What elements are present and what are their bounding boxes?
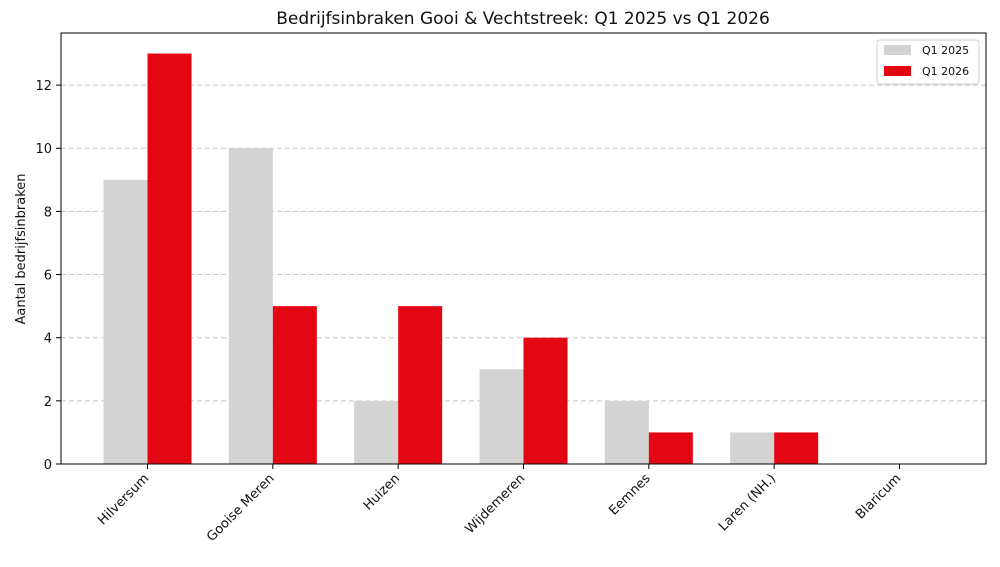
x-tick-label: Blaricum [853,471,904,522]
y-tick-label: 10 [35,142,52,157]
legend-label: Q1 2025 [922,44,969,57]
y-tick-label: 8 [44,205,52,220]
x-tick-label: Eemnes [606,471,653,518]
bar-q1-2026-4 [648,432,693,464]
x-tick-label: Hilversum [95,471,152,528]
x-tick-label: Laren (NH.) [716,471,779,534]
bar-q1-2026-2 [398,306,443,464]
y-axis-ticks: 0 2 4 6 8 10 12 [35,79,61,473]
bars [103,53,819,465]
y-tick-label: 6 [44,269,52,284]
bar-q1-2025-4 [604,400,649,464]
bar-q1-2025-2 [354,400,399,464]
y-tick-label: 4 [44,332,52,347]
bar-q1-2025-0 [103,179,148,465]
bar-q1-2025-3 [479,369,524,464]
x-tick-label: Gooise Meren [204,471,278,545]
y-axis-title: Aantal bedrijfsinbraken [14,173,29,324]
bar-q1-2026-0 [147,53,192,465]
chart-title: Bedrijfsinbraken Gooi & Vechtstreek: Q1 … [276,9,770,29]
bar-q1-2025-1 [228,148,273,464]
x-axis-ticks: Hilversum Gooise Meren Huizen Wijdemeren Eem… [95,464,904,545]
x-tick-label: Huizen [361,471,403,513]
legend-label: Q1 2026 [922,65,969,78]
gridlines [61,84,986,402]
bar-q1-2026-5 [774,432,819,464]
bar-q1-2026-3 [523,337,568,464]
y-tick-label: 0 [44,458,52,473]
bar-q1-2026-1 [272,306,317,464]
y-tick-label: 12 [35,79,52,94]
legend-swatch [884,66,911,76]
x-tick-label: Wijdemeren [463,471,529,537]
legend: Q1 2025 Q1 2026 [876,39,980,85]
bar-q1-2025-5 [730,432,775,464]
y-tick-label: 2 [44,395,52,410]
legend-swatch [884,45,911,55]
